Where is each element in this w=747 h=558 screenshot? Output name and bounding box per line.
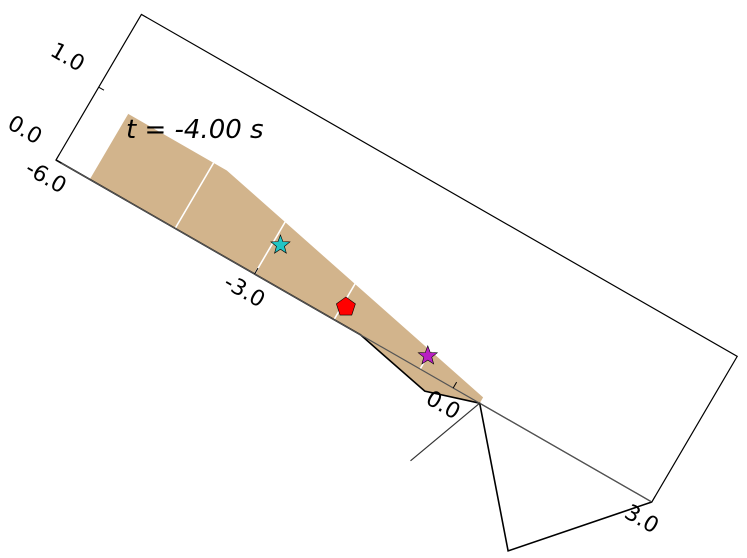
cyan-star-marker	[270, 234, 291, 254]
x-tick-0	[55, 153, 60, 161]
y-tick-1	[98, 86, 105, 91]
x-tick-2	[452, 381, 458, 389]
plot-frame	[55, 13, 739, 503]
section-line-0	[88, 113, 129, 180]
y-tick-label-0: 0.0	[3, 111, 46, 150]
flume-profile	[55, 159, 653, 552]
y-tick-label-2: 2.0	[89, 0, 132, 5]
flume-baseline	[55, 159, 653, 503]
red-pentagon-marker	[336, 296, 356, 316]
material-body	[89, 113, 484, 404]
x-tick-label-3: 3.0	[620, 500, 663, 539]
flume-interior-line	[410, 402, 481, 462]
x-tick-label-0: -6.0	[21, 156, 71, 199]
y-tick-0	[55, 159, 62, 164]
x-tick-3	[651, 495, 656, 503]
section-line-2	[253, 208, 294, 275]
axes-group: -6.0-3.00.03.00.01.02.0 t = -4.00 s	[3, 0, 739, 552]
markers	[270, 234, 439, 365]
x-tick-1	[254, 267, 259, 275]
magenta-star-marker	[417, 345, 439, 365]
y-tick-2	[141, 13, 147, 18]
section-line-1	[174, 162, 215, 229]
time-annotation: t = -4.00 s	[126, 115, 264, 145]
y-tick-label-1: 1.0	[46, 38, 89, 77]
